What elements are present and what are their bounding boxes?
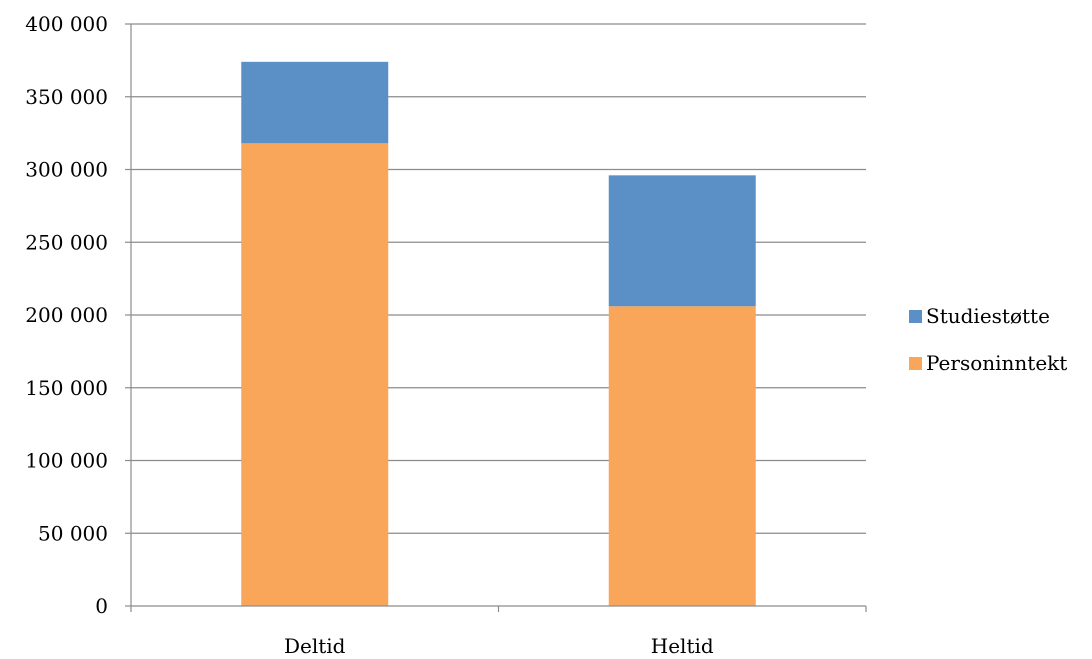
y-tick-label: 400 000 bbox=[25, 12, 108, 36]
x-tick-label: Heltid bbox=[651, 634, 714, 658]
y-tick-label: 200 000 bbox=[25, 303, 108, 327]
bar-personinntekt-heltid bbox=[608, 306, 756, 606]
bar-personinntekt-deltid bbox=[241, 143, 389, 606]
legend: Studiestøtte Personinntekt bbox=[909, 304, 1067, 375]
y-tick-label: 250 000 bbox=[25, 230, 108, 254]
y-tick-label: 150 000 bbox=[25, 376, 108, 400]
bars bbox=[241, 61, 756, 606]
bar-studiest-tte-deltid bbox=[241, 61, 389, 144]
y-tick-label: 300 000 bbox=[25, 158, 108, 182]
axes bbox=[125, 23, 867, 612]
legend-swatch bbox=[909, 357, 922, 370]
x-tick-labels: Deltid Heltid bbox=[284, 634, 714, 658]
x-tick-label: Deltid bbox=[284, 634, 346, 658]
legend-label: Personinntekt bbox=[926, 351, 1067, 375]
bar-studiest-tte-heltid bbox=[608, 175, 756, 307]
y-tick-label: 0 bbox=[95, 594, 108, 618]
y-tick-label: 350 000 bbox=[25, 85, 108, 109]
y-tick-labels: 0 50 000 100 000 150 000 200 000 250 000 300 0… bbox=[25, 12, 108, 618]
y-tick-label: 100 000 bbox=[25, 449, 108, 473]
y-tick-label: 50 000 bbox=[38, 521, 108, 545]
legend-swatch bbox=[909, 310, 922, 323]
legend-label: Studiestøtte bbox=[926, 304, 1050, 328]
